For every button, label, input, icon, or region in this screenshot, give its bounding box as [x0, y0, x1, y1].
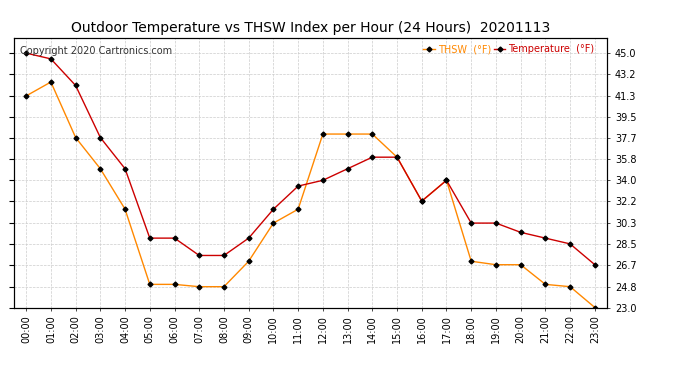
- Legend: THSW  (°F), Temperature  (°F): THSW (°F), Temperature (°F): [419, 40, 598, 58]
- Title: Outdoor Temperature vs THSW Index per Hour (24 Hours)  20201113: Outdoor Temperature vs THSW Index per Ho…: [71, 21, 550, 35]
- Text: Copyright 2020 Cartronics.com: Copyright 2020 Cartronics.com: [20, 46, 172, 56]
